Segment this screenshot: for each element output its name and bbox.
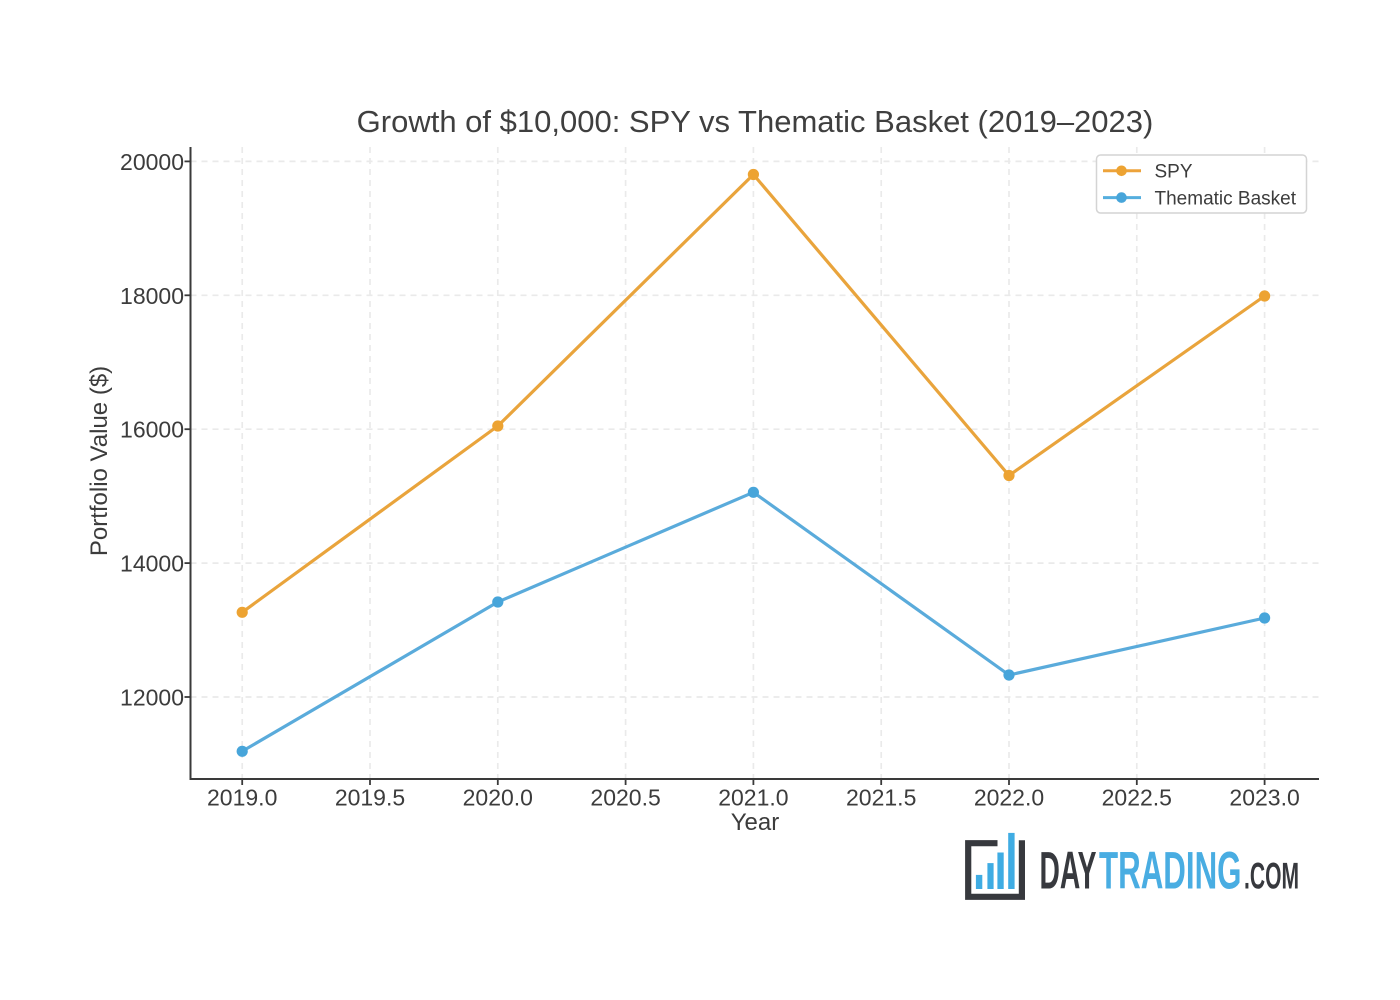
svg-text:2022.5: 2022.5	[1102, 785, 1172, 811]
svg-text:SPY: SPY	[1155, 162, 1193, 183]
svg-text:18000: 18000	[120, 283, 184, 309]
svg-text:Portfolio Value ($): Portfolio Value ($)	[86, 366, 113, 556]
svg-text:20000: 20000	[120, 149, 184, 175]
svg-text:2020.5: 2020.5	[590, 785, 660, 811]
svg-text:2020.0: 2020.0	[463, 785, 533, 811]
svg-text:12000: 12000	[120, 685, 184, 711]
svg-text:16000: 16000	[120, 417, 184, 443]
svg-text:2021.5: 2021.5	[846, 785, 916, 811]
svg-text:Thematic Basket: Thematic Basket	[1155, 188, 1297, 209]
svg-text:14000: 14000	[120, 551, 184, 577]
svg-text:.COM: .COM	[1244, 856, 1299, 897]
svg-text:2019.0: 2019.0	[207, 785, 277, 811]
svg-text:Growth of $10,000: SPY vs Them: Growth of $10,000: SPY vs Thematic Baske…	[357, 104, 1154, 139]
svg-text:2022.0: 2022.0	[974, 785, 1044, 811]
svg-text:Year: Year	[731, 809, 780, 836]
svg-text:2021.0: 2021.0	[718, 785, 788, 811]
svg-text:DAY: DAY	[1040, 842, 1097, 901]
svg-text:2023.0: 2023.0	[1229, 785, 1299, 811]
svg-text:TRADING: TRADING	[1099, 842, 1242, 901]
svg-text:2019.5: 2019.5	[335, 785, 405, 811]
